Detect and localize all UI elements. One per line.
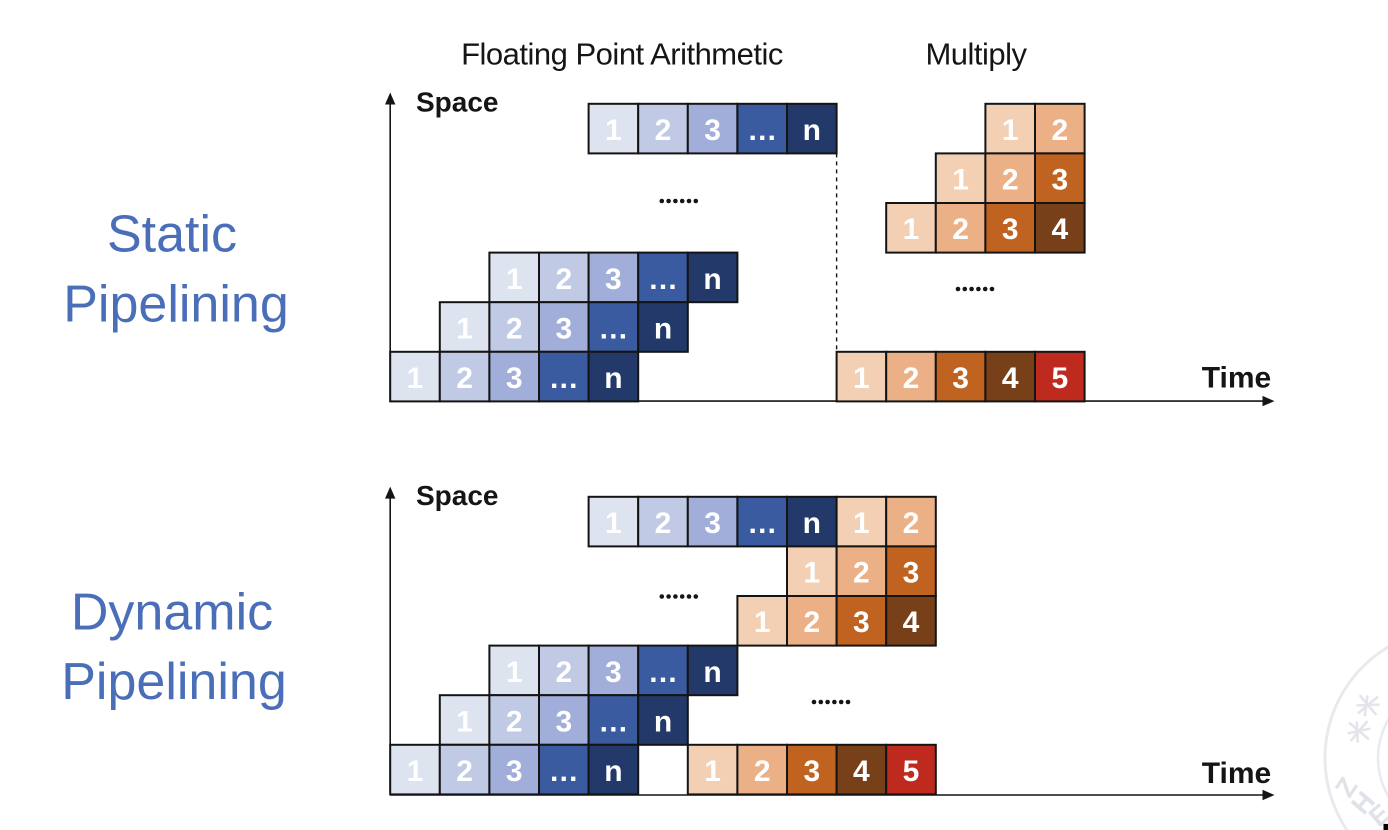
svg-text:1: 1 [853,507,870,540]
svg-text:2: 2 [655,507,672,540]
svg-text:1: 1 [803,557,820,590]
svg-text:n: n [803,114,821,147]
svg-text:2: 2 [754,755,771,788]
svg-text:2: 2 [456,362,473,395]
svg-text:2: 2 [506,312,523,345]
svg-text:5: 5 [903,755,920,788]
svg-text:3: 3 [704,114,721,147]
svg-text:n: n [604,755,622,788]
svg-text:3: 3 [1051,164,1068,197]
svg-text:…: … [598,312,628,345]
svg-text:n: n [703,263,721,296]
svg-text:4: 4 [903,606,920,639]
svg-text:Time: Time [1202,757,1271,790]
svg-text:3: 3 [803,755,820,788]
svg-text:4: 4 [1002,362,1019,395]
svg-text:1: 1 [506,656,523,689]
svg-text:1: 1 [456,705,473,738]
svg-text:3: 3 [506,362,523,395]
svg-text:4: 4 [1051,213,1068,246]
svg-text:1: 1 [407,755,424,788]
svg-text:1: 1 [506,263,523,296]
svg-text:2: 2 [853,557,870,590]
svg-text:1: 1 [754,606,771,639]
svg-text:3: 3 [704,507,721,540]
svg-text:2: 2 [506,705,523,738]
svg-text:3: 3 [605,263,622,296]
svg-text:1: 1 [605,114,622,147]
svg-text:1: 1 [456,312,473,345]
svg-text:1: 1 [1002,114,1019,147]
svg-text:…: … [747,114,777,147]
svg-text:4: 4 [853,755,870,788]
svg-text:1: 1 [853,362,870,395]
svg-text:Dynamic: Dynamic [71,584,273,642]
svg-text:2: 2 [1002,164,1019,197]
svg-text:1: 1 [704,755,721,788]
svg-text:…: … [648,263,678,296]
svg-text:5: 5 [1051,362,1068,395]
svg-text:1: 1 [903,213,920,246]
svg-text:…: … [747,507,777,540]
svg-text:…: … [598,705,628,738]
svg-text:2: 2 [456,755,473,788]
svg-text:1: 1 [605,507,622,540]
svg-text:3: 3 [605,656,622,689]
svg-text:3: 3 [952,362,969,395]
svg-text:Time: Time [1202,362,1271,395]
svg-text:3: 3 [555,312,572,345]
svg-text:3: 3 [555,705,572,738]
svg-text:n: n [703,656,721,689]
svg-text:n: n [654,705,672,738]
svg-text:3: 3 [1002,213,1019,246]
svg-text:1: 1 [952,164,969,197]
svg-text:Multiply: Multiply [925,37,1027,72]
svg-text:n: n [803,507,821,540]
svg-text:Pipelining: Pipelining [63,276,289,334]
svg-text:2: 2 [803,606,820,639]
svg-text:Pipelining: Pipelining [61,653,287,711]
svg-text:Static: Static [107,205,237,263]
svg-text:3: 3 [903,557,920,590]
svg-text:…: … [648,656,678,689]
svg-text:2: 2 [952,213,969,246]
svg-text:…: … [549,755,579,788]
svg-text:2: 2 [903,507,920,540]
svg-text:2: 2 [1051,114,1068,147]
svg-text:n: n [604,362,622,395]
svg-text:1: 1 [407,362,424,395]
svg-text:3: 3 [506,755,523,788]
svg-text:2: 2 [555,263,572,296]
svg-text:2: 2 [903,362,920,395]
svg-text:Floating Point Arithmetic: Floating Point Arithmetic [461,37,783,72]
svg-text:2: 2 [555,656,572,689]
svg-text:Space: Space [416,480,499,511]
svg-text:Space: Space [416,87,499,118]
svg-text:…: … [549,362,579,395]
svg-text:3: 3 [853,606,870,639]
svg-text:2: 2 [655,114,672,147]
svg-text:n: n [654,312,672,345]
